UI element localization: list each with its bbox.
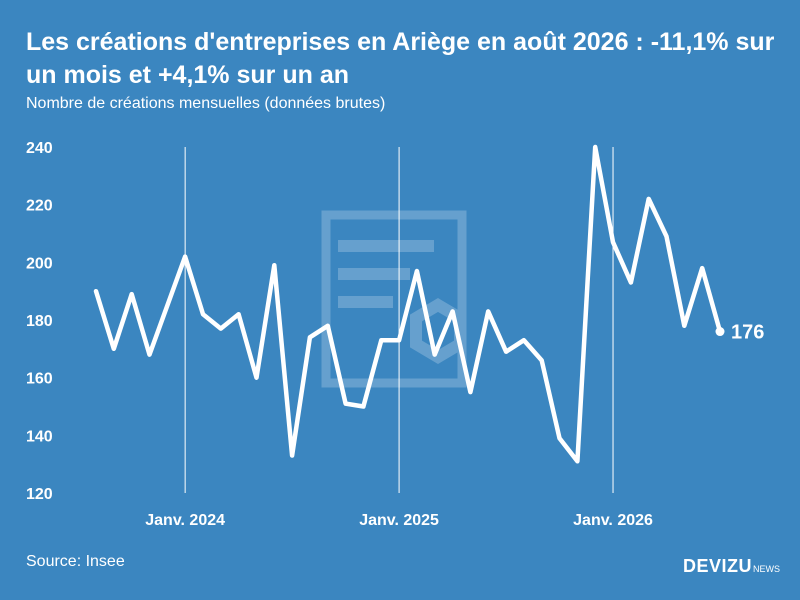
chart-subtitle: Nombre de créations mensuelles (données … [26, 95, 386, 112]
year-separators [184, 147, 614, 493]
y-tick-label: 140 [26, 428, 53, 445]
chart-title: Les créations d'entreprises en Ariège en… [26, 28, 775, 89]
source-note: Source: Insee [26, 553, 125, 570]
x-tick-label: Janv. 2026 [573, 512, 653, 529]
last-value-label: 176 [731, 322, 764, 344]
series-line [93, 144, 723, 464]
y-tick-label: 200 [26, 255, 53, 272]
brand-name: DEVIZU [682, 556, 752, 576]
y-tick-label: 220 [26, 198, 53, 215]
y-tick-label: 160 [26, 371, 53, 388]
y-tick-label: 180 [26, 313, 53, 330]
brand-suffix: NEWS [753, 564, 780, 574]
y-tick-label: 240 [26, 140, 53, 157]
x-axis: Janv. 2024 Janv. 2025 Janv. 2026 [145, 512, 653, 529]
x-tick-label: Janv. 2025 [359, 512, 439, 529]
y-tick-label: 120 [26, 486, 53, 503]
brand-logo: DEVIZU NEWS [683, 556, 780, 577]
x-tick-label: Janv. 2024 [145, 512, 225, 529]
watermark-logo [321, 210, 467, 388]
y-axis: 240 220 200 180 160 140 120 [26, 140, 53, 503]
last-value-marker [715, 327, 725, 337]
